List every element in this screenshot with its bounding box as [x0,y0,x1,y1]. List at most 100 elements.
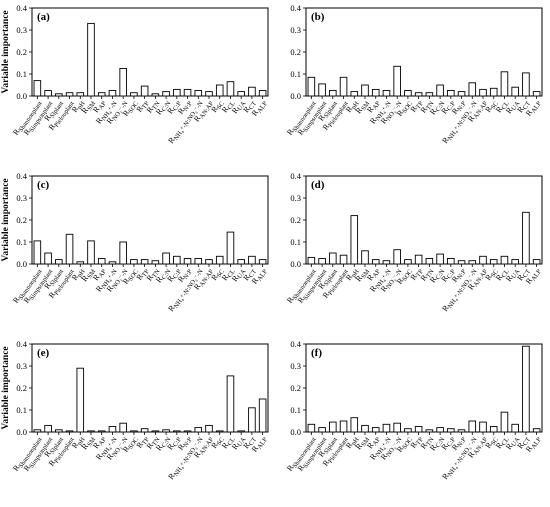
x-tick-label: RSM [80,98,98,117]
bar-r-c-n [436,84,444,97]
y-axis-label: Variable importance [1,10,11,93]
x-tick-label: RSC [209,434,226,451]
bar-r-ct [248,407,256,433]
bar-r-slplant [55,93,63,97]
x-tick-label: RUA [230,266,248,285]
bar-r-sm [87,22,95,97]
x-tick-label: RTN [145,266,162,284]
x-tick-label: RSM [354,434,372,453]
y-tick-label: 0.1 [16,405,27,415]
bar-r-ap [97,92,106,97]
bar-r-alp [258,259,267,265]
bar-r-ph [76,92,85,97]
bar-r-nh4-n-no3-n [194,427,203,433]
bar-r-cl [500,411,509,433]
bar-r-alp [258,398,267,433]
bar-r-c-n [436,253,444,265]
bar-r-ct [522,72,530,97]
panel-label: (d) [311,179,325,191]
x-tick-label: RN:P [176,266,194,285]
y-tick-label: 0.3 [16,25,27,35]
bar-r-tp [414,254,423,265]
bar-r-tn [425,429,434,433]
bar-r-ap [97,258,106,265]
x-tick-label: RUA [230,98,248,117]
y-tick-label: 0.0 [290,259,301,269]
bar-r-shannonplant [307,423,316,433]
x-tick-label: RTP [408,434,425,451]
bar-r-an-ap [479,88,487,97]
bar-r-cl [226,375,235,433]
panel-label: (f) [311,347,322,359]
y-tick-label: 0.0 [16,259,27,269]
x-tick-label: RCL [220,98,237,116]
bar-r-tp [414,92,423,97]
y-tick-label: 0.4 [290,171,301,181]
y-tick-label: 0.3 [16,361,27,371]
bar-r-ct [522,345,530,433]
bar-r-shannonplant [33,80,42,97]
x-tick-label: RSM [80,266,98,285]
bar-r-no3-n [393,249,401,265]
bar-r-ap [371,427,380,433]
bar-r-nh4-n-no3-n [194,258,203,265]
panel-label: (e) [37,347,50,359]
y-tick-label: 0.0 [16,427,27,437]
x-tick-label: RSC [483,434,500,451]
bar-r-slplant [55,259,63,265]
x-tick-label: RTN [145,98,162,116]
bar-r-ua [237,430,245,433]
bar-r-slplant [329,90,337,97]
bar-r-ua [511,86,519,97]
bar-r-nh4-n [382,423,391,433]
bar-r-alp [258,90,267,97]
bar-r-sc [489,426,498,433]
x-tick-label: RC:P [165,98,183,117]
x-tick-label: RpH [344,98,361,115]
bar-r-sc [489,259,498,265]
x-tick-label: RTP [408,266,425,283]
bar-r-c-n [162,429,170,433]
x-tick-label: RAP [91,98,108,116]
bar-r-simpsonplant [44,90,52,97]
x-tick-label: RSM [80,434,98,453]
bar-r-ap [97,430,106,433]
y-tick-label: 0.3 [290,25,301,35]
x-tick-label: RSM [354,266,372,285]
bar-r-ph [350,417,359,433]
bar-r-nh4-n [382,90,391,97]
bar-r-n-p [183,88,192,97]
bar-r-ua [511,423,519,433]
bar-r-sc [215,84,224,97]
x-tick-label: RC:P [165,266,183,285]
bar-r-nh4-n [108,426,117,433]
bar-r-c-n [162,252,170,265]
bar-r-c-p [173,255,181,265]
x-tick-label: RC:P [439,98,457,117]
y-tick-label: 0.1 [290,69,301,79]
x-tick-label: RUA [230,434,248,453]
bar-r-ct [248,255,256,265]
x-tick-label: RTP [408,98,425,115]
bar-r-nh4-n [382,260,391,265]
chart-panel-f: 0.00.10.20.30.4(f)RShannonplantRSimpsonp… [285,339,543,481]
y-tick-label: 0.0 [290,427,301,437]
bar-r-ph [350,215,359,265]
y-tick-label: 0.2 [16,383,27,393]
bar-r-sc [215,430,224,433]
bar-r-cl [500,71,509,97]
x-tick-label: RTN [419,266,436,284]
bar-r-soc [130,259,138,265]
y-tick-label: 0.2 [290,47,301,57]
x-tick-label: RSC [483,98,500,115]
bar-r-an-ap [205,424,213,433]
x-tick-label: RCL [220,266,237,284]
x-tick-label: RSC [209,98,226,115]
x-tick-label: RTP [134,434,151,451]
bar-r-alp [532,91,541,97]
bar-r-sm [87,430,95,433]
x-tick-label: RN:P [176,434,194,453]
